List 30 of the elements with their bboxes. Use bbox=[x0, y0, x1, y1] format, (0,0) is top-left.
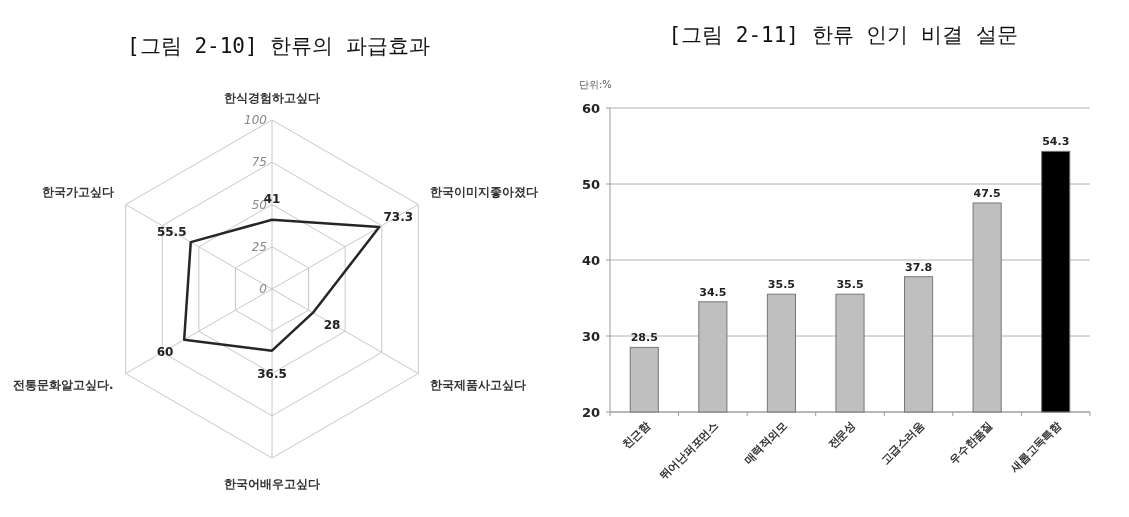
y-tick-label: 25 bbox=[251, 239, 267, 254]
spoke-label: 한국이미지좋아졌다 bbox=[430, 184, 539, 199]
chart-title: [그림 2-11] 한류 인기 비결 설문 bbox=[668, 23, 1018, 47]
data-label: 37.8 bbox=[905, 260, 933, 274]
data-label: 28.5 bbox=[630, 331, 658, 345]
y-tick-label: 50 bbox=[581, 177, 600, 192]
text: 단위:% bbox=[579, 79, 612, 90]
y-tick-label: 60 bbox=[581, 101, 600, 116]
data-label: 35.5 bbox=[836, 278, 864, 292]
y-tick-label: 75 bbox=[251, 155, 267, 170]
data-label: 47.5 bbox=[973, 187, 1001, 200]
spoke-label: 한국가고싶다 bbox=[41, 184, 114, 199]
y-tick-label: 20 bbox=[581, 405, 600, 420]
data-label: 55.5 bbox=[156, 225, 187, 240]
data-label: 73.3 bbox=[383, 210, 414, 225]
spoke-label: 한식경험하고싶다 bbox=[224, 91, 320, 105]
y-tick-label: 40 bbox=[581, 253, 600, 268]
data-label: 28 bbox=[323, 317, 341, 332]
data-label: 35.5 bbox=[767, 278, 795, 292]
data-label: 36.5 bbox=[257, 366, 287, 381]
y-tick-label: 100 bbox=[244, 113, 268, 127]
data-label: 54.3 bbox=[1042, 135, 1070, 149]
spoke-label: 한국제품사고싶다 bbox=[430, 377, 527, 392]
spoke-label: 전통문화알고싶다. bbox=[12, 377, 114, 392]
y-tick-label: 0 bbox=[259, 282, 268, 296]
data-label: 34.5 bbox=[699, 285, 727, 299]
spoke-label: 한국어배우고싶다 bbox=[224, 477, 320, 491]
data-label: 60 bbox=[156, 344, 174, 359]
y-tick-label: 30 bbox=[581, 329, 600, 344]
chart-title: [그림 2-10] 한류의 파급효과 bbox=[127, 34, 430, 58]
